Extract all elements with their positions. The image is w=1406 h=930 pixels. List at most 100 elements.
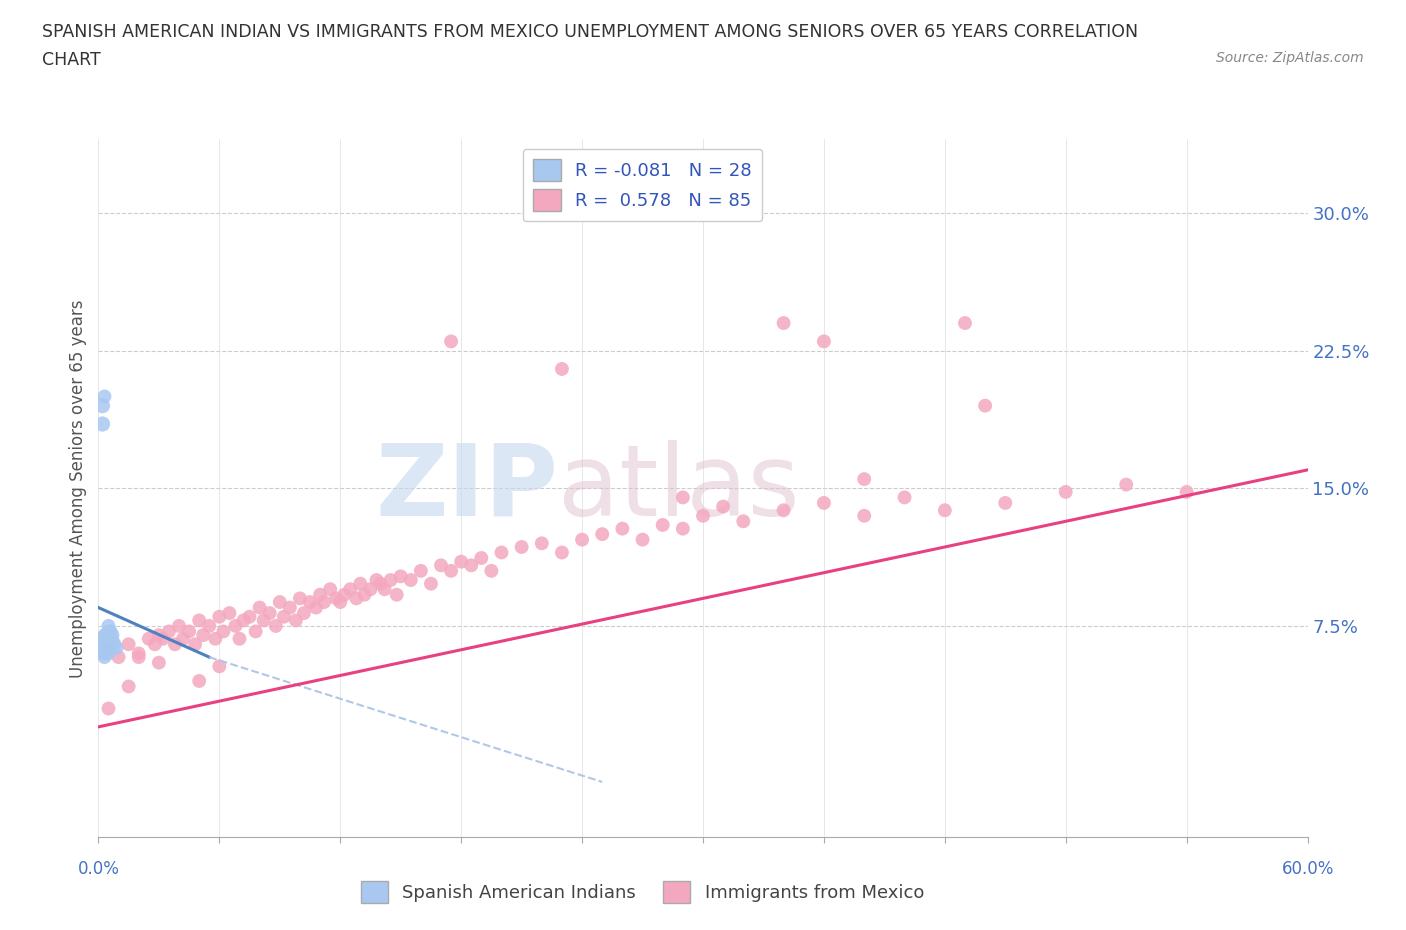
Point <box>253 613 276 628</box>
Point <box>97 631 120 646</box>
Point <box>374 582 396 597</box>
Point <box>1115 477 1137 492</box>
Text: SPANISH AMERICAN INDIAN VS IMMIGRANTS FROM MEXICO UNEMPLOYMENT AMONG SENIORS OVE: SPANISH AMERICAN INDIAN VS IMMIGRANTS FR… <box>42 23 1139 41</box>
Point <box>772 315 794 330</box>
Point <box>344 591 367 605</box>
Point <box>105 641 128 656</box>
Point <box>853 509 876 524</box>
Point <box>224 618 246 633</box>
Point <box>612 521 634 536</box>
Point <box>107 650 129 665</box>
Point <box>893 490 915 505</box>
Point <box>232 613 254 628</box>
Point <box>193 628 215 643</box>
Point <box>333 587 356 602</box>
Point <box>148 628 170 643</box>
Point <box>651 517 673 532</box>
Point <box>179 624 201 639</box>
Point <box>204 631 226 646</box>
Point <box>93 650 115 665</box>
Point <box>399 573 422 588</box>
Text: Source: ZipAtlas.com: Source: ZipAtlas.com <box>1216 51 1364 65</box>
Point <box>733 514 755 529</box>
Point <box>93 631 115 646</box>
Point <box>772 503 794 518</box>
Point <box>128 650 150 665</box>
Point <box>97 646 120 661</box>
Point <box>93 641 115 656</box>
Point <box>430 558 453 573</box>
Point <box>591 526 613 541</box>
Point <box>692 509 714 524</box>
Point <box>672 521 695 536</box>
Point <box>96 633 118 648</box>
Point <box>91 641 114 656</box>
Point <box>93 637 115 652</box>
Point <box>91 646 114 661</box>
Point <box>329 594 352 609</box>
Point <box>101 633 124 648</box>
Point <box>385 587 408 602</box>
Point <box>530 536 553 551</box>
Point <box>101 628 124 643</box>
Point <box>93 389 115 404</box>
Point <box>96 637 118 652</box>
Point <box>97 618 120 633</box>
Point <box>551 362 574 377</box>
Point <box>420 577 443 591</box>
Point <box>100 637 122 652</box>
Point <box>571 532 593 547</box>
Point <box>934 503 956 518</box>
Point <box>299 594 322 609</box>
Point <box>100 624 122 639</box>
Point <box>93 628 115 643</box>
Point <box>269 594 291 609</box>
Point <box>481 564 503 578</box>
Point <box>284 613 307 628</box>
Point <box>314 594 336 609</box>
Point <box>1175 485 1198 499</box>
Text: 60.0%: 60.0% <box>1281 860 1334 878</box>
Point <box>188 613 211 628</box>
Point <box>994 496 1017 511</box>
Y-axis label: Unemployment Among Seniors over 65 years: Unemployment Among Seniors over 65 years <box>69 299 87 677</box>
Text: atlas: atlas <box>558 440 800 537</box>
Point <box>239 609 262 624</box>
Point <box>91 398 114 413</box>
Point <box>208 658 231 673</box>
Point <box>353 587 375 602</box>
Point <box>148 655 170 670</box>
Point <box>97 641 120 656</box>
Point <box>1054 485 1077 499</box>
Point <box>278 600 301 615</box>
Point <box>245 624 267 639</box>
Point <box>264 618 287 633</box>
Point <box>491 545 513 560</box>
Point <box>100 631 122 646</box>
Point <box>218 605 240 620</box>
Point <box>143 637 166 652</box>
Point <box>672 490 695 505</box>
Point <box>551 545 574 560</box>
Point <box>208 609 231 624</box>
Point <box>370 577 392 591</box>
Point <box>631 532 654 547</box>
Point <box>953 315 976 330</box>
Point <box>163 637 186 652</box>
Point <box>288 591 311 605</box>
Point <box>97 637 120 652</box>
Point <box>440 564 463 578</box>
Point <box>96 628 118 643</box>
Point <box>460 558 482 573</box>
Point <box>813 334 835 349</box>
Point <box>138 631 160 646</box>
Point <box>273 609 295 624</box>
Point <box>184 637 207 652</box>
Point <box>339 582 361 597</box>
Point <box>97 701 120 716</box>
Point <box>319 582 342 597</box>
Point <box>91 417 114 432</box>
Point <box>157 624 180 639</box>
Point <box>188 673 211 688</box>
Point <box>349 577 371 591</box>
